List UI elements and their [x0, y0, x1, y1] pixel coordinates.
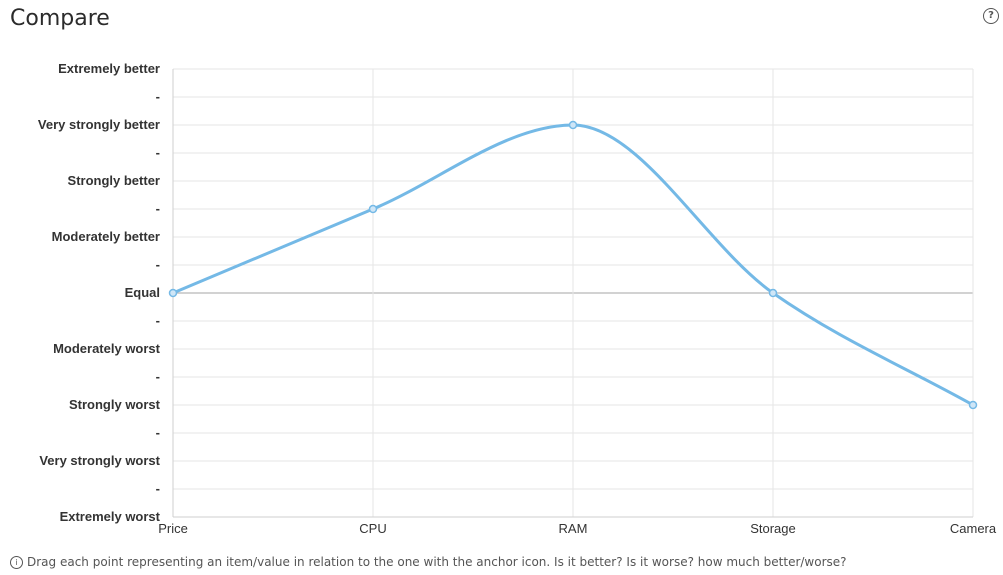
data-point[interactable]	[168, 288, 178, 298]
x-tick-label: RAM	[559, 521, 588, 536]
y-tick-label: Extremely better	[58, 61, 160, 76]
y-tick-label: -	[156, 369, 160, 384]
x-tick-label: Camera	[950, 521, 997, 536]
y-tick-label: Strongly worst	[69, 397, 161, 412]
y-tick-label: Very strongly better	[38, 117, 160, 132]
y-tick-label: Equal	[125, 285, 160, 300]
y-tick-label: -	[156, 89, 160, 104]
y-tick-label: Extremely worst	[60, 509, 161, 524]
data-point[interactable]	[968, 400, 978, 410]
y-tick-label: -	[156, 425, 160, 440]
y-tick-label: Moderately worst	[53, 341, 161, 356]
x-tick-label: Price	[158, 521, 188, 536]
instructions-footer: i Drag each point representing an item/va…	[10, 555, 847, 569]
y-tick-label: Strongly better	[68, 173, 160, 188]
y-tick-label: -	[156, 481, 160, 496]
instructions-text: Drag each point representing an item/val…	[27, 555, 847, 569]
info-circle-icon: i	[10, 556, 23, 569]
x-tick-label: Storage	[750, 521, 796, 536]
comparison-chart: Extremely worst - Very strongly worst - Stro…	[38, 61, 997, 536]
page-title: Compare	[10, 6, 110, 31]
y-tick-label: Moderately better	[52, 229, 160, 244]
data-point[interactable]	[568, 120, 578, 130]
data-point[interactable]	[768, 288, 778, 298]
x-tick-label: CPU	[359, 521, 386, 536]
y-tick-label: -	[156, 313, 160, 328]
data-point[interactable]	[368, 204, 378, 214]
question-circle-icon[interactable]: ?	[983, 8, 999, 24]
y-tick-label: -	[156, 257, 160, 272]
y-tick-label: -	[156, 201, 160, 216]
y-tick-label: -	[156, 145, 160, 160]
y-tick-label: Very strongly worst	[39, 453, 160, 468]
